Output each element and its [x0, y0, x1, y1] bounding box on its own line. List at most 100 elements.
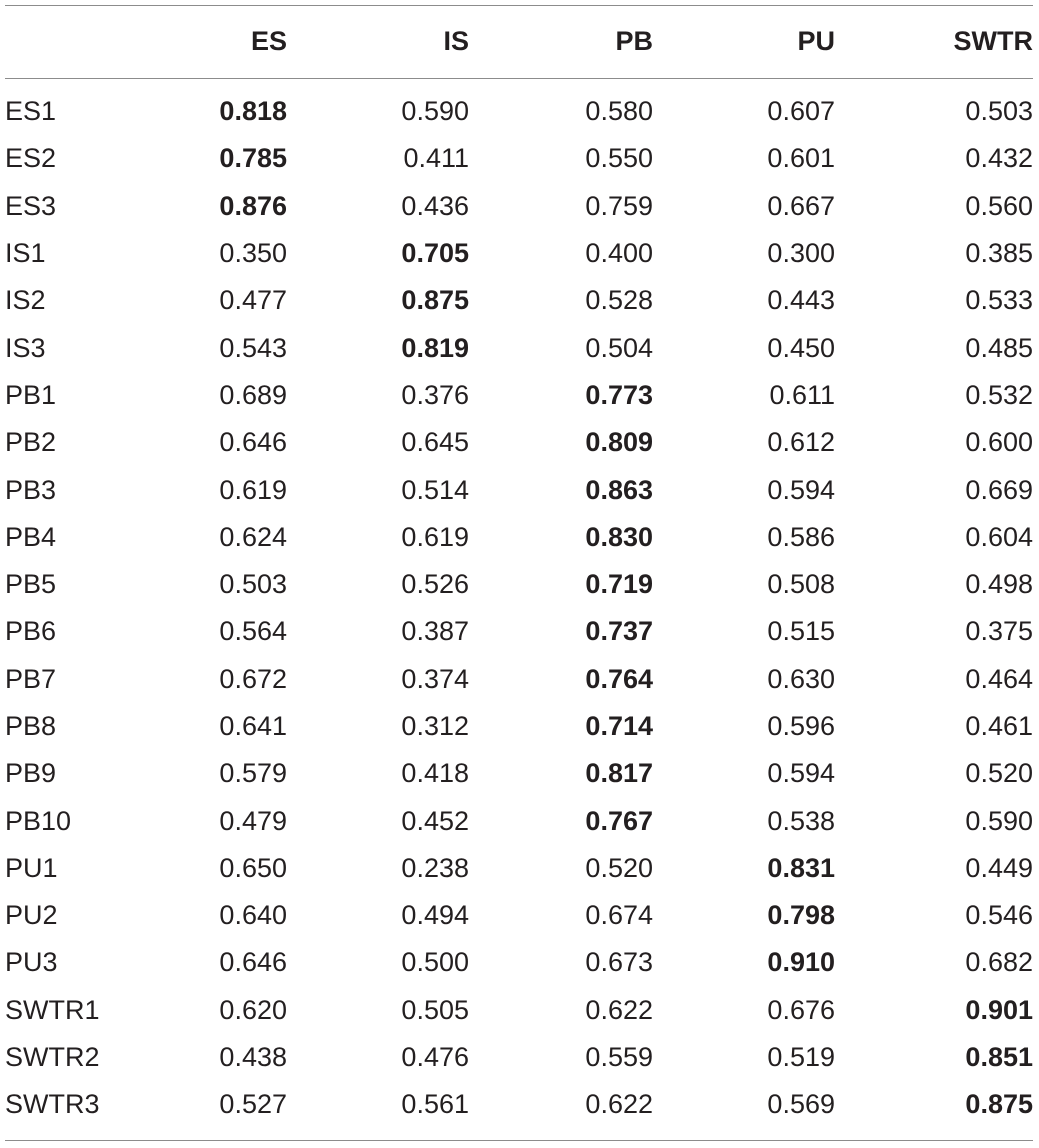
table-cell: 0.498 — [965, 569, 1033, 600]
table-cell: 0.612 — [767, 427, 835, 458]
header-cell-pb: PB — [615, 26, 653, 56]
table-cell: 0.569 — [767, 1089, 835, 1120]
table-cell: 0.650 — [219, 852, 287, 883]
table-cell: 0.831 — [767, 852, 835, 883]
table-cell: 0.514 — [401, 474, 469, 505]
row-label: PB10 — [5, 805, 72, 836]
row-label: IS1 — [5, 238, 46, 269]
row-label: SWTR2 — [5, 1042, 100, 1073]
row-label: PB6 — [5, 616, 57, 647]
table-cell: 0.436 — [401, 190, 469, 221]
table-cell: 0.350 — [219, 238, 287, 269]
header-cell-swtr: SWTR — [953, 26, 1033, 56]
table-cell: 0.622 — [585, 994, 653, 1025]
table-cell: 0.528 — [585, 285, 653, 316]
table-cell: 0.641 — [219, 711, 287, 741]
table-cell: 0.830 — [585, 521, 653, 552]
row-label: PB5 — [5, 569, 57, 600]
table-cell: 0.479 — [219, 805, 287, 836]
table-cell: 0.705 — [401, 238, 469, 269]
table-cell: 0.667 — [767, 190, 835, 221]
table-cell: 0.508 — [767, 569, 835, 600]
table-cell: 0.586 — [767, 521, 835, 552]
table-cell: 0.543 — [219, 332, 287, 363]
table-cell: 0.590 — [401, 96, 469, 127]
table-cell: 0.520 — [965, 758, 1033, 789]
table-cell: 0.477 — [219, 285, 287, 316]
table-cell: 0.640 — [219, 900, 287, 931]
row-label: PB8 — [5, 711, 57, 741]
table-cell: 0.619 — [401, 521, 469, 552]
table-cell: 0.418 — [401, 758, 469, 789]
table-cell: 0.673 — [585, 947, 653, 978]
table-cell: 0.624 — [219, 521, 287, 552]
table-cell: 0.520 — [585, 852, 653, 883]
row-label: PB4 — [5, 521, 57, 552]
table-cell: 0.238 — [401, 852, 469, 883]
header-cell-pu: PU — [797, 26, 835, 56]
table-cell: 0.559 — [585, 1042, 653, 1073]
table-cell: 0.464 — [965, 663, 1033, 694]
table-cell: 0.674 — [585, 900, 653, 931]
table-cell: 0.689 — [219, 379, 287, 410]
table-row: PB1 0.689 0.376 0.773 0.611 0.532 — [5, 372, 1033, 419]
table-cell: 0.601 — [767, 143, 835, 174]
table-cell: 0.676 — [767, 994, 835, 1025]
table-cell: 0.375 — [965, 616, 1033, 647]
table-row: IS2 0.477 0.875 0.528 0.443 0.533 — [5, 277, 1033, 324]
table-cell: 0.533 — [965, 285, 1033, 316]
row-label: PU3 — [5, 947, 58, 978]
row-label: PU1 — [5, 852, 58, 883]
table-cell: 0.645 — [401, 427, 469, 458]
table-cell: 0.519 — [767, 1042, 835, 1073]
table-row: SWTR3 0.527 0.561 0.622 0.569 0.875 — [5, 1081, 1033, 1128]
table-cell: 0.594 — [767, 474, 835, 505]
table-cell: 0.400 — [585, 238, 653, 269]
table-cell: 0.532 — [965, 379, 1033, 410]
table-cell: 0.764 — [585, 663, 653, 694]
table-cell: 0.669 — [965, 474, 1033, 505]
table-cell: 0.604 — [965, 521, 1033, 552]
table-cell: 0.411 — [403, 143, 469, 174]
top-rule — [5, 5, 1033, 6]
table-cell: 0.527 — [219, 1089, 287, 1120]
table-cell: 0.461 — [965, 711, 1033, 741]
table-cell: 0.785 — [219, 143, 287, 174]
table-row: PB6 0.564 0.387 0.737 0.515 0.375 — [5, 608, 1033, 655]
table-cell: 0.875 — [965, 1089, 1033, 1120]
table-cell: 0.546 — [965, 900, 1033, 931]
table-cell: 0.611 — [769, 379, 835, 410]
table-cell: 0.622 — [585, 1089, 653, 1120]
row-label: PB7 — [5, 663, 57, 694]
table-row: ES2 0.785 0.411 0.550 0.601 0.432 — [5, 135, 1033, 182]
table-cell: 0.564 — [219, 616, 287, 647]
table-row: PU2 0.640 0.494 0.674 0.798 0.546 — [5, 892, 1033, 939]
table-cell: 0.620 — [219, 994, 287, 1025]
table-cell: 0.619 — [219, 474, 287, 505]
table-cell: 0.438 — [219, 1042, 287, 1073]
table-cell: 0.494 — [401, 900, 469, 931]
header-cell-is: IS — [443, 26, 469, 56]
row-label: IS3 — [5, 332, 46, 363]
table-cell: 0.443 — [767, 285, 835, 316]
row-label: ES2 — [5, 143, 57, 174]
table-cell: 0.580 — [585, 96, 653, 127]
table-cell: 0.875 — [401, 285, 469, 316]
table-cell: 0.374 — [401, 663, 469, 694]
row-label: PB9 — [5, 758, 57, 789]
table-row: ES1 0.818 0.590 0.580 0.607 0.503 — [5, 78, 1033, 135]
table-cell: 0.646 — [219, 947, 287, 978]
table-cell: 0.759 — [585, 190, 653, 221]
table-cell: 0.560 — [965, 190, 1033, 221]
table-row: PB4 0.624 0.619 0.830 0.586 0.604 — [5, 514, 1033, 561]
table-cell: 0.561 — [401, 1089, 469, 1120]
table-cell: 0.818 — [219, 96, 287, 127]
table-header: ES IS PB PU SWTR — [5, 5, 1033, 78]
table-cell: 0.819 — [401, 332, 469, 363]
table-row: PB2 0.646 0.645 0.809 0.612 0.600 — [5, 419, 1033, 466]
table-cell: 0.550 — [585, 143, 653, 174]
table-cell: 0.863 — [585, 474, 653, 505]
table-cell: 0.432 — [965, 143, 1033, 174]
row-label: PU2 — [5, 900, 58, 931]
